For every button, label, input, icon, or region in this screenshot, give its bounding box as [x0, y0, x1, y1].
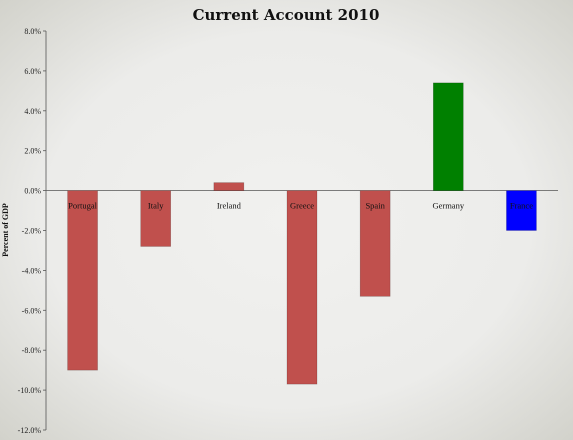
y-tick-label: -8.0% [22, 346, 42, 355]
category-label: Ireland [217, 201, 242, 211]
bar-germany [432, 82, 464, 191]
y-tick-label: 2.0% [24, 147, 41, 156]
bar-spain [359, 190, 391, 297]
y-tick-label: 0.0% [24, 187, 41, 196]
bar-france [506, 190, 537, 231]
y-tick-label: 8.0% [24, 27, 41, 36]
category-label: Portugal [68, 201, 97, 211]
category-label: Greece [290, 201, 314, 211]
y-tick-label: -4.0% [22, 266, 42, 275]
bar-italy [140, 190, 172, 247]
category-labels: Portugal Italy Ireland Greece Spain Germany Fr… [68, 201, 533, 211]
y-tick-label: 6.0% [24, 67, 41, 76]
y-tick-label: -12.0% [18, 426, 42, 435]
y-tick-label: 4.0% [24, 107, 41, 116]
y-tick-label: -6.0% [22, 306, 42, 315]
y-axis-label: Percent of GDP [1, 203, 10, 257]
y-tick-labels: 8.0% 6.0% 4.0% 2.0% 0.0% -2.0% -4.0% -6.0% -8.0%… [18, 27, 42, 435]
bar-portugal [67, 190, 98, 371]
chart-title: Current Account 2010 [193, 6, 380, 24]
y-tick-label: -2.0% [22, 227, 42, 236]
category-label: France [510, 201, 533, 211]
category-label: Spain [365, 201, 385, 211]
bars [67, 82, 537, 385]
category-label: Germany [432, 201, 464, 211]
bar-ireland [213, 182, 245, 191]
y-tick-label: -10.0% [18, 386, 42, 395]
category-label: Italy [148, 201, 164, 211]
bar-greece [286, 190, 318, 385]
